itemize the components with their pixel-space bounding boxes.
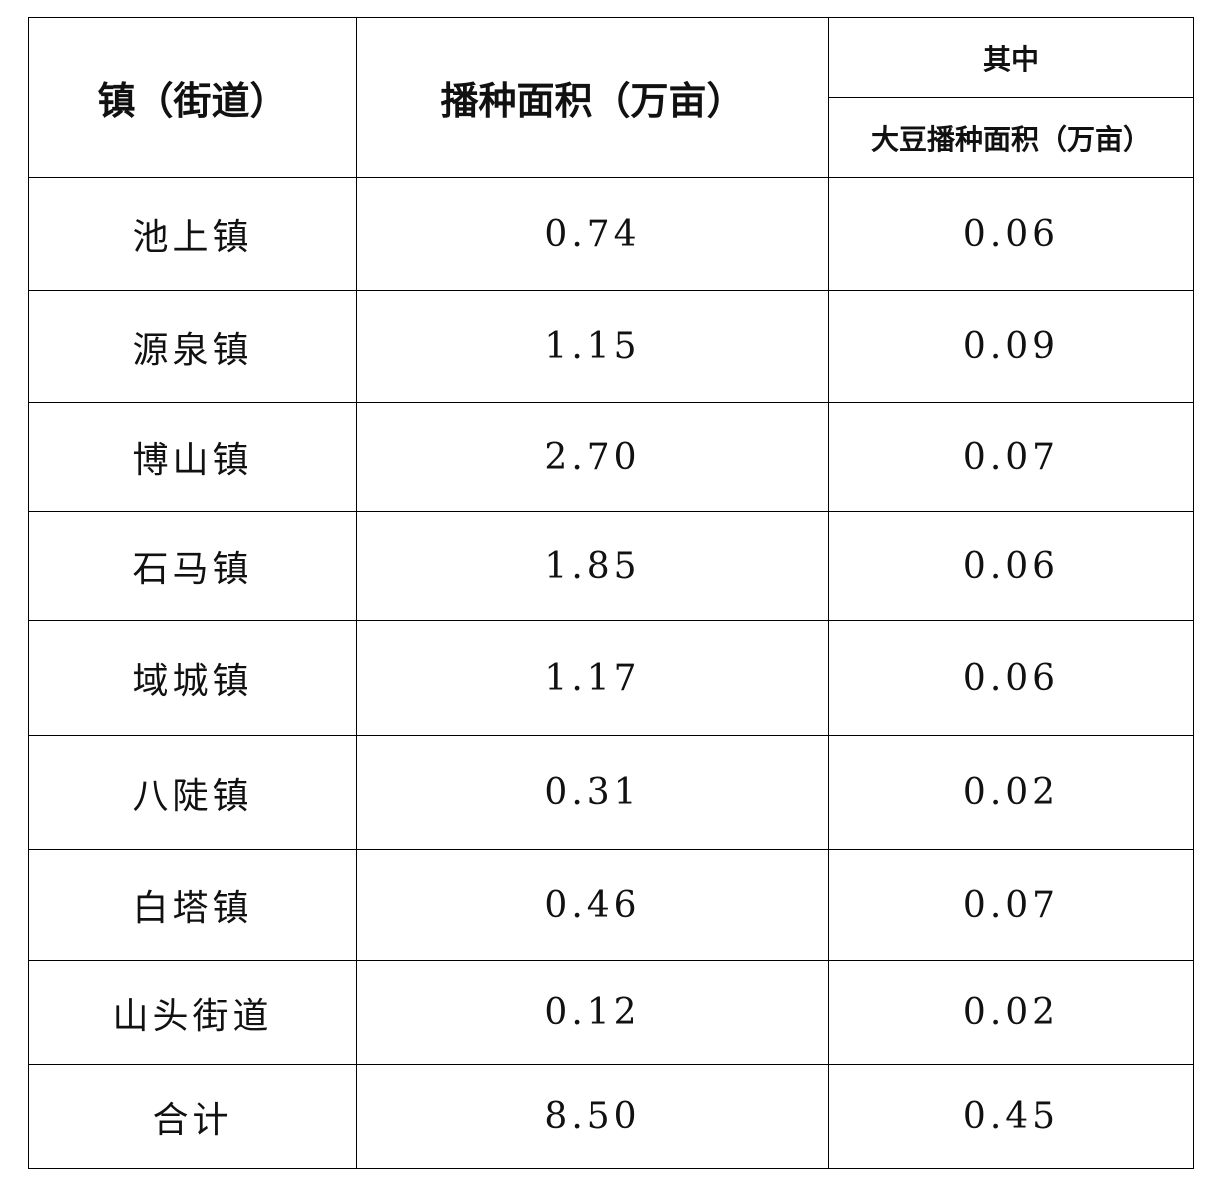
cell-town: 山头街道	[28, 960, 357, 1065]
table-row: 池上镇 0.74 0.06	[28, 177, 1194, 291]
cell-area: 1.17	[356, 620, 829, 736]
cell-soybean-area: 0.07	[828, 402, 1194, 512]
cell-town: 合计	[28, 1064, 357, 1169]
cell-soybean-area: 0.06	[828, 620, 1194, 736]
cell-soybean-area: 0.06	[828, 177, 1194, 291]
table-row: 石马镇 1.85 0.06	[28, 511, 1194, 621]
cell-town: 池上镇	[28, 177, 357, 291]
cell-area: 0.74	[356, 177, 829, 291]
cell-town: 石马镇	[28, 511, 357, 621]
planting-area-table: 镇（街道） 播种面积（万亩） 其中 大豆播种面积（万亩） 池上镇 0.74 0.06…	[28, 17, 1194, 1169]
header-town: 镇（街道）	[28, 17, 357, 178]
cell-area: 1.85	[356, 511, 829, 621]
header-area: 播种面积（万亩）	[356, 17, 829, 178]
cell-soybean-area: 0.09	[828, 290, 1194, 403]
table-row: 域城镇 1.17 0.06	[28, 620, 1194, 736]
table-row: 源泉镇 1.15 0.09	[28, 290, 1194, 403]
cell-soybean-area: 0.02	[828, 960, 1194, 1065]
table-row: 八陡镇 0.31 0.02	[28, 735, 1194, 850]
cell-area: 0.12	[356, 960, 829, 1065]
header-of-which: 其中	[828, 17, 1194, 98]
cell-soybean-area: 0.45	[828, 1064, 1194, 1169]
cell-town: 白塔镇	[28, 849, 357, 961]
cell-soybean-area: 0.07	[828, 849, 1194, 961]
cell-soybean-area: 0.06	[828, 511, 1194, 621]
table-row: 博山镇 2.70 0.07	[28, 402, 1194, 512]
cell-town: 八陡镇	[28, 735, 357, 850]
cell-area: 1.15	[356, 290, 829, 403]
cell-town: 源泉镇	[28, 290, 357, 403]
cell-area: 8.50	[356, 1064, 829, 1169]
cell-soybean-area: 0.02	[828, 735, 1194, 850]
cell-area: 0.46	[356, 849, 829, 961]
cell-area: 0.31	[356, 735, 829, 850]
table-row: 山头街道 0.12 0.02	[28, 960, 1194, 1065]
header-soybean-area: 大豆播种面积（万亩）	[828, 97, 1194, 178]
cell-area: 2.70	[356, 402, 829, 512]
table-row: 合计 8.50 0.45	[28, 1064, 1194, 1169]
table-row: 白塔镇 0.46 0.07	[28, 849, 1194, 961]
cell-town: 域城镇	[28, 620, 357, 736]
cell-town: 博山镇	[28, 402, 357, 512]
